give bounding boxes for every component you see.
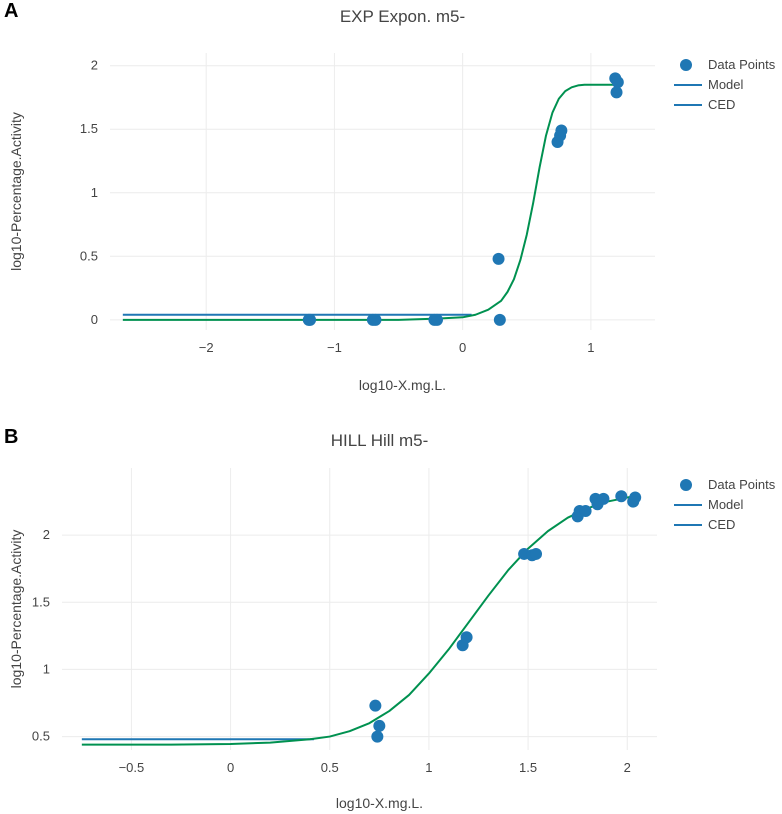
data-point (597, 492, 610, 505)
data-point (555, 124, 568, 137)
data-point (492, 252, 505, 265)
x-tick-label: 1.5 (519, 760, 537, 775)
legend-marker-data-points (680, 479, 692, 491)
y-tick-label: 0.5 (80, 248, 98, 263)
x-axis-label: log10-X.mg.L. (336, 795, 423, 811)
chart-title: EXP Expon. m5- (340, 7, 465, 26)
x-tick-label: 0 (227, 760, 234, 775)
data-point (615, 490, 628, 503)
y-tick-label: 2 (91, 58, 98, 73)
data-point (369, 699, 382, 712)
data-point (431, 313, 443, 326)
model-curve (81, 495, 636, 746)
x-tick-label: 1 (425, 760, 432, 775)
x-tick-label: −2 (199, 340, 214, 355)
legend-label: Data Points (708, 477, 776, 492)
data-point (304, 313, 317, 326)
y-tick-label: 2 (43, 527, 50, 542)
y-axis-label: log10-Percentage.Activity (8, 112, 24, 271)
panel-label-b: B (4, 426, 19, 448)
data-point (610, 86, 623, 99)
x-tick-label: 0.5 (321, 760, 339, 775)
y-tick-label: 1.5 (32, 594, 50, 609)
data-point (579, 504, 592, 517)
chart-exp-expon: −2 −1 0 1 0 0.5 1 1.5 2 EXP Expon. m5- log10-X.mg.… (8, 7, 776, 393)
data-point (629, 491, 642, 504)
data-point (460, 631, 473, 644)
y-tick-label: 1 (43, 661, 50, 676)
x-tick-label: 1 (587, 340, 594, 355)
model-curve (122, 83, 617, 321)
x-tick-label: 2 (624, 760, 631, 775)
x-tick-label: 0 (459, 340, 466, 355)
legend-marker-data-points (680, 59, 692, 71)
y-tick-label: 0.5 (32, 729, 50, 744)
x-tick-label: −0.5 (119, 760, 145, 775)
data-point (373, 719, 386, 732)
data-point (371, 730, 384, 743)
legend-label: Model (708, 77, 744, 92)
y-tick-label: 1 (91, 185, 98, 200)
y-tick-label: 0 (91, 312, 98, 327)
x-tick-label: −1 (327, 340, 342, 355)
data-point (611, 76, 624, 89)
data-point (530, 547, 543, 560)
chart-title: HILL Hill m5- (331, 431, 429, 450)
legend-label: Data Points (708, 57, 776, 72)
data-point (493, 313, 506, 326)
legend-label: CED (708, 517, 735, 532)
y-tick-label: 1.5 (80, 121, 98, 136)
chart-hill-hill: −0.5 0 0.5 1 1.5 2 0.5 1 1.5 2 HILL Hill m5- log10-… (8, 431, 776, 811)
panel-label-a: A (4, 0, 19, 22)
legend-label: Model (708, 497, 744, 512)
y-axis-label: log10-Percentage.Activity (8, 530, 24, 689)
data-point (369, 313, 382, 326)
legend-label: CED (708, 97, 735, 112)
x-axis-label: log10-X.mg.L. (359, 377, 446, 393)
